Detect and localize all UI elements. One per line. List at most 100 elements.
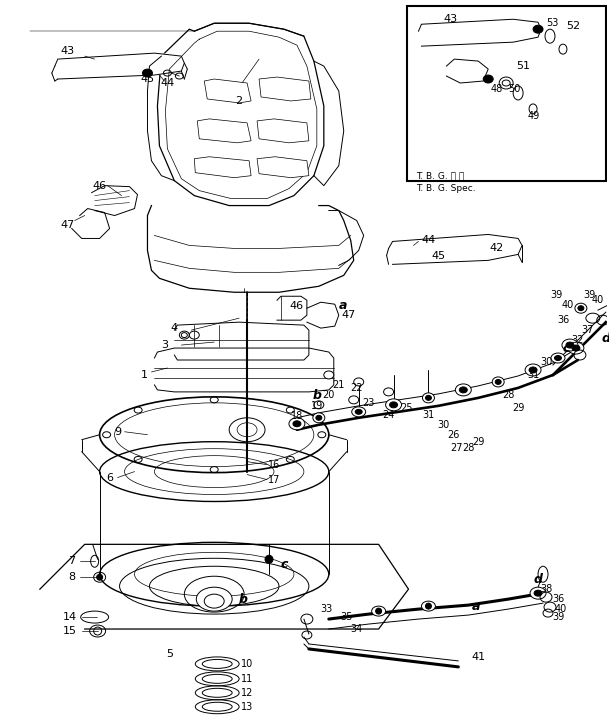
Text: 53: 53 xyxy=(546,18,558,28)
Ellipse shape xyxy=(426,603,431,609)
Polygon shape xyxy=(194,157,251,177)
Ellipse shape xyxy=(484,75,493,83)
Ellipse shape xyxy=(495,379,501,384)
Ellipse shape xyxy=(181,332,188,337)
Polygon shape xyxy=(55,53,185,79)
Ellipse shape xyxy=(371,606,385,616)
Text: 5: 5 xyxy=(166,649,173,659)
Text: 29: 29 xyxy=(512,403,524,413)
Text: c: c xyxy=(280,557,287,571)
Text: 39: 39 xyxy=(552,612,564,622)
Ellipse shape xyxy=(265,555,273,563)
Text: T. B. G. Spec.: T. B. G. Spec. xyxy=(417,184,476,193)
Ellipse shape xyxy=(562,339,578,351)
Ellipse shape xyxy=(354,378,364,386)
Text: 34: 34 xyxy=(351,624,363,634)
Ellipse shape xyxy=(525,364,541,376)
Text: 47: 47 xyxy=(342,310,356,320)
Text: 46: 46 xyxy=(93,181,107,190)
Polygon shape xyxy=(72,209,110,238)
Text: 40: 40 xyxy=(562,300,574,310)
Polygon shape xyxy=(40,544,409,629)
Ellipse shape xyxy=(316,416,322,421)
Bar xyxy=(407,7,606,181)
Ellipse shape xyxy=(385,399,401,411)
Text: 43: 43 xyxy=(61,46,75,56)
Text: 30: 30 xyxy=(437,420,449,430)
Text: 1: 1 xyxy=(141,370,148,380)
Text: 7: 7 xyxy=(68,556,76,566)
Text: 31: 31 xyxy=(527,370,539,380)
Ellipse shape xyxy=(534,590,542,596)
Text: 52: 52 xyxy=(566,21,580,31)
Polygon shape xyxy=(389,235,522,264)
Text: 9: 9 xyxy=(114,426,121,437)
Ellipse shape xyxy=(229,418,265,442)
Ellipse shape xyxy=(572,345,580,351)
Polygon shape xyxy=(158,23,324,206)
Text: 35: 35 xyxy=(340,612,353,622)
Polygon shape xyxy=(155,348,334,392)
Text: 45: 45 xyxy=(431,251,445,261)
Text: 13: 13 xyxy=(241,702,253,712)
Text: 11: 11 xyxy=(241,674,253,684)
Text: 45: 45 xyxy=(141,74,155,84)
Polygon shape xyxy=(92,185,138,216)
Text: 10: 10 xyxy=(241,659,253,669)
Polygon shape xyxy=(204,79,251,103)
Ellipse shape xyxy=(578,306,584,311)
Text: c: c xyxy=(562,342,569,355)
Ellipse shape xyxy=(492,377,504,387)
Text: 12: 12 xyxy=(241,688,253,698)
Polygon shape xyxy=(446,59,488,83)
Ellipse shape xyxy=(554,355,561,361)
Ellipse shape xyxy=(390,402,398,408)
Ellipse shape xyxy=(293,421,301,426)
Text: 50: 50 xyxy=(508,84,520,94)
Text: 46: 46 xyxy=(290,301,304,311)
Text: 38: 38 xyxy=(540,584,552,594)
Text: 49: 49 xyxy=(528,111,540,121)
Polygon shape xyxy=(307,302,339,328)
Text: 41: 41 xyxy=(471,652,485,662)
Text: d: d xyxy=(601,332,609,345)
Ellipse shape xyxy=(289,418,305,430)
Polygon shape xyxy=(418,20,541,46)
Text: 27: 27 xyxy=(450,442,463,452)
Text: 44: 44 xyxy=(421,235,435,245)
Text: 43: 43 xyxy=(443,14,457,24)
Ellipse shape xyxy=(314,401,324,409)
Text: b: b xyxy=(239,593,248,606)
Text: 36: 36 xyxy=(557,315,569,325)
Ellipse shape xyxy=(538,566,548,582)
Text: 40: 40 xyxy=(592,295,604,306)
Text: 18: 18 xyxy=(290,411,303,421)
Text: 40: 40 xyxy=(555,604,567,614)
Polygon shape xyxy=(197,119,251,143)
Text: 4: 4 xyxy=(171,323,178,333)
Polygon shape xyxy=(257,157,309,177)
Ellipse shape xyxy=(568,342,584,354)
Text: 21: 21 xyxy=(333,380,345,390)
Ellipse shape xyxy=(349,396,359,404)
Text: d: d xyxy=(533,573,543,586)
Text: 15: 15 xyxy=(63,626,77,636)
Text: 33: 33 xyxy=(321,604,333,614)
Text: 28: 28 xyxy=(462,442,474,452)
Text: 42: 42 xyxy=(489,243,503,253)
Text: a: a xyxy=(472,599,481,613)
Text: 47: 47 xyxy=(61,221,75,230)
Text: 23: 23 xyxy=(362,398,375,408)
Text: 48: 48 xyxy=(490,84,502,94)
Text: 16: 16 xyxy=(268,460,280,470)
Text: 6: 6 xyxy=(106,473,113,483)
Text: 24: 24 xyxy=(382,410,395,420)
Ellipse shape xyxy=(459,387,467,393)
Ellipse shape xyxy=(313,413,325,423)
Ellipse shape xyxy=(530,587,546,599)
Polygon shape xyxy=(174,322,309,360)
Text: 37: 37 xyxy=(582,325,594,335)
Ellipse shape xyxy=(575,303,587,313)
Text: 32: 32 xyxy=(572,335,584,345)
Ellipse shape xyxy=(456,384,471,396)
